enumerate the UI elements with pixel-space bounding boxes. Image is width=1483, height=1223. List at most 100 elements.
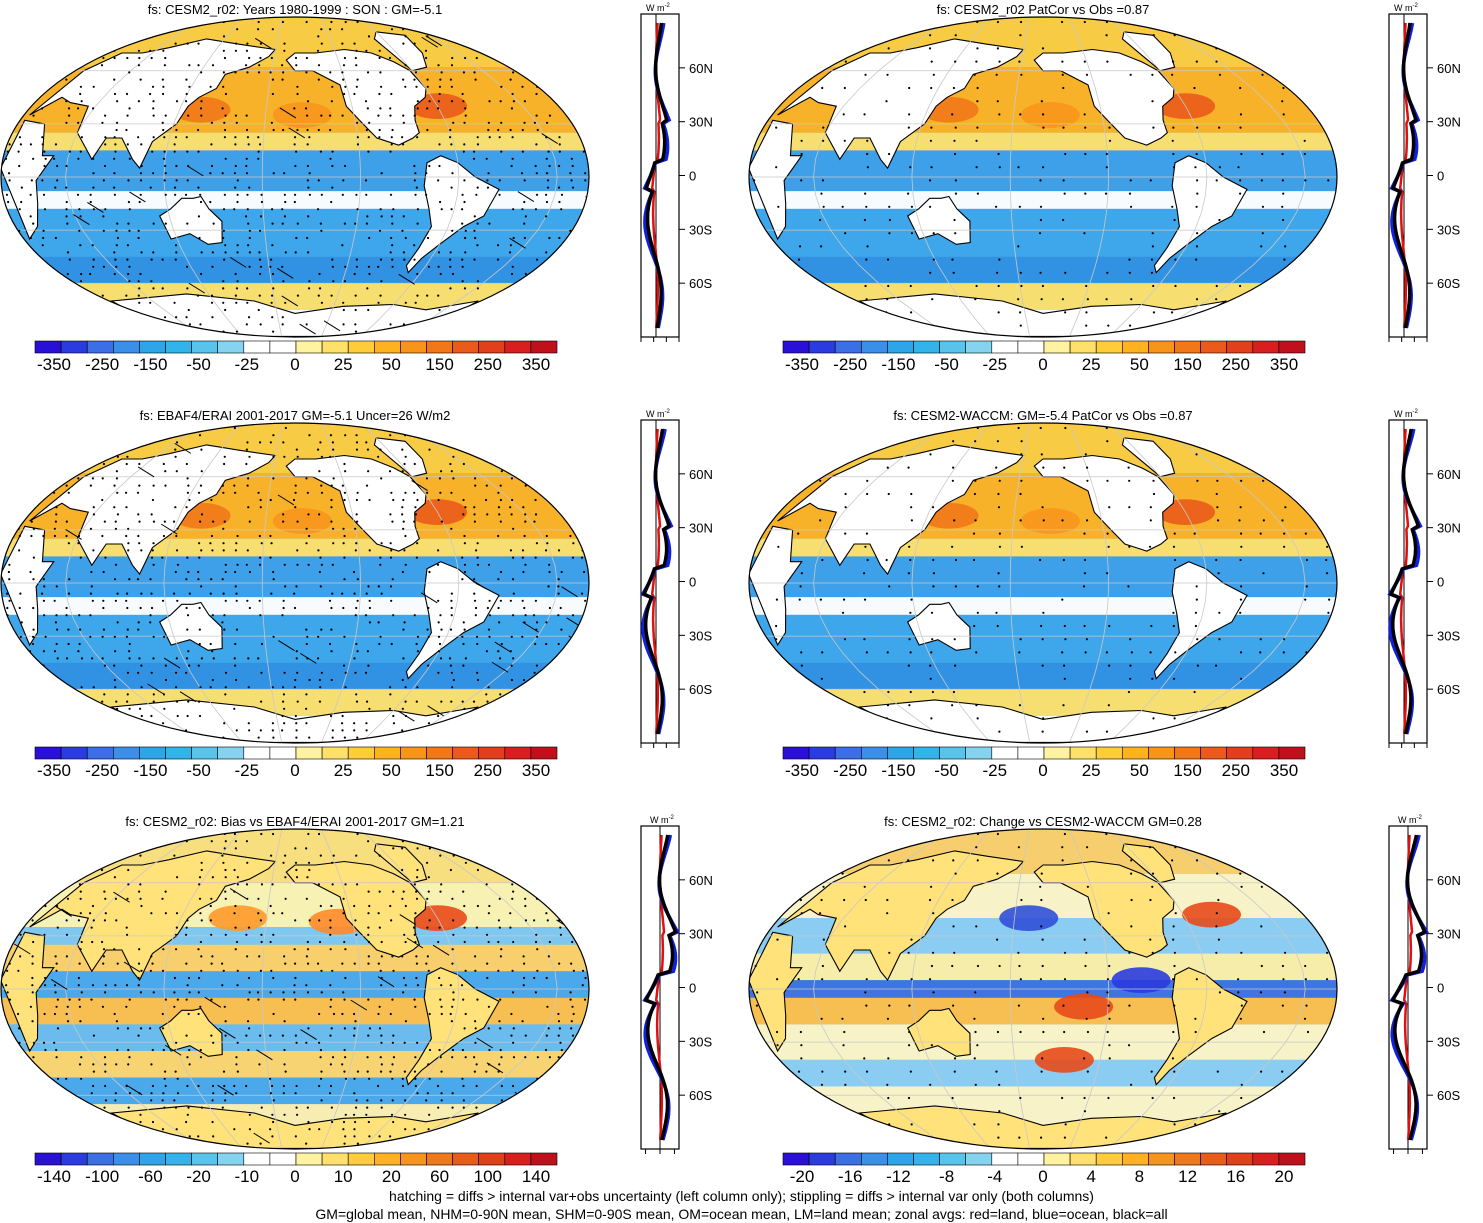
zonal-lat-label: 30N [689, 115, 713, 130]
colorbar-tick-label: 150 [1173, 355, 1202, 374]
colorbar-swatch [139, 746, 166, 760]
zonal-axes-frame [1388, 419, 1428, 744]
colorbar-swatch [1017, 746, 1045, 760]
colorbar-tick-label: -350 [36, 355, 72, 374]
colorbar-swatch [808, 746, 836, 760]
colorbar-swatch [939, 746, 967, 760]
colorbar-labels: -350 -250 -150 -50 -25 0 25 50 150 250 350 [34, 761, 556, 783]
colorbar-swatch [1174, 340, 1201, 354]
colorbar-swatch [113, 340, 140, 354]
colorbar-tick-label: -16 [837, 1167, 863, 1186]
colorbar-tick-label: 150 [425, 355, 454, 374]
zonal-units: W m-2 [650, 815, 674, 825]
zonal-lat-label: 0 [689, 575, 696, 590]
colorbar-swatch [243, 340, 271, 354]
colorbar-tick-label: 8 [1134, 1167, 1145, 1186]
colorbar-tick-label: -250 [833, 761, 868, 780]
colorbar-tick-label: -350 [784, 761, 820, 780]
colorbar-swatch [60, 1152, 88, 1166]
colorbar-swatch [782, 340, 810, 354]
colorbar-swatch [887, 1152, 914, 1166]
colorbar-tick-label: -8 [939, 1167, 955, 1186]
colorbar-swatch [1043, 1152, 1071, 1166]
colorbar-tick-label: 12 [1178, 1167, 1198, 1186]
colorbar-swatch [1121, 746, 1149, 760]
colorbar-swatch [1278, 340, 1306, 354]
colorbar-tick-label: -12 [886, 1167, 911, 1186]
colorbar-swatch [1252, 1152, 1280, 1166]
map-plot [0, 16, 590, 338]
zonal-lat-label: 60S [1437, 682, 1460, 697]
colorbar-swatch [530, 340, 558, 354]
colorbar-tick-label: -60 [138, 1167, 163, 1186]
colorbar-tick-label: -250 [833, 355, 868, 374]
colorbar-swatch [400, 746, 427, 760]
colorbar-swatch [1095, 1152, 1123, 1166]
colorbar-swatch [165, 746, 192, 760]
colorbar-tick-label: 350 [521, 761, 551, 780]
footer-line-1: hatching = diffs > internal var+obs unce… [389, 1188, 1094, 1204]
colorbar-tick-label: -50 [934, 761, 959, 780]
colorbar-tick-label: 16 [1226, 1167, 1246, 1186]
colorbar-swatch [504, 746, 532, 760]
colorbar-swatch [295, 746, 323, 760]
colorbar-swatch [965, 746, 993, 760]
colorbar-swatch [1095, 746, 1123, 760]
zonal-lat-label: 30N [1437, 521, 1461, 536]
zonal-series-line [1391, 22, 1418, 329]
colorbar-swatch [113, 746, 140, 760]
zonal-lat-label: 30S [1437, 628, 1460, 643]
colorbar-swatch [139, 1152, 166, 1166]
colorbar-swatch [217, 1152, 245, 1166]
zonal-units: W m-2 [646, 3, 670, 13]
colorbar-swatch [1017, 1152, 1045, 1166]
colorbar-swatch [939, 1152, 967, 1166]
colorbar-tick-label: 20 [1274, 1167, 1294, 1186]
colorbar-swatch [165, 1152, 192, 1166]
colorbar-tick-label: -50 [186, 355, 211, 374]
colorbar [34, 746, 558, 760]
panel-title: fs: CESM2-WACCM: GM=-5.4 PatCor vs Obs =… [893, 408, 1193, 423]
colorbar-tick-label: -250 [85, 761, 120, 780]
colorbar-tick-label: -10 [234, 1167, 260, 1186]
colorbar-tick-label: 25 [1081, 761, 1101, 780]
colorbar-tick-label: -150 [133, 355, 168, 374]
colorbar-tick-label: 100 [473, 1167, 502, 1186]
colorbar [782, 1152, 1306, 1166]
colorbar-tick-label: -140 [36, 1167, 72, 1186]
zonal-lat-label: 30S [689, 1034, 712, 1049]
colorbar-swatch [269, 1152, 297, 1166]
colorbar-swatch [452, 340, 480, 354]
zonal-lat-label: 60N [1437, 873, 1461, 888]
colorbar-swatch [1174, 1152, 1201, 1166]
footer-notes: hatching = diffs > internal var+obs unce… [0, 1187, 1483, 1223]
zonal-lat-label: 30S [1437, 1034, 1460, 1049]
colorbar-tick-label: 250 [473, 355, 502, 374]
colorbar-tick-label: -25 [982, 355, 1008, 374]
colorbar-swatch [965, 340, 993, 354]
colorbar-swatch [191, 340, 219, 354]
colorbar-tick-label: 50 [381, 355, 401, 374]
colorbar-tick-label: -25 [982, 761, 1008, 780]
colorbar-tick-label: 140 [521, 1167, 551, 1186]
colorbar-swatch [1043, 340, 1071, 354]
colorbar-swatch [60, 340, 88, 354]
colorbar-labels: -350 -250 -150 -50 -25 0 25 50 150 250 350 [782, 761, 1304, 783]
colorbar-labels: -350 -250 -150 -50 -25 0 25 50 150 250 350 [34, 355, 556, 377]
zonal-lat-label: 0 [1437, 981, 1444, 996]
colorbar-swatch [913, 340, 940, 354]
zonal-lat-label: 30N [689, 521, 713, 536]
colorbar-tick-label: -350 [784, 355, 820, 374]
colorbar-swatch [530, 1152, 558, 1166]
footer-line-2: GM=global mean, NHM=0-90N mean, SHM=0-90… [315, 1206, 1168, 1222]
colorbar-tick-label: -25 [234, 761, 260, 780]
colorbar-swatch [530, 746, 558, 760]
colorbar-tick-label: 50 [381, 761, 401, 780]
colorbar-tick-label: 250 [1221, 355, 1250, 374]
colorbar-tick-label: 0 [290, 1167, 300, 1186]
colorbar-swatch [834, 746, 862, 760]
colorbar-labels: -20 -16 -12 -8 -4 0 4 8 12 16 20 [782, 1167, 1304, 1189]
colorbar [34, 1152, 558, 1166]
